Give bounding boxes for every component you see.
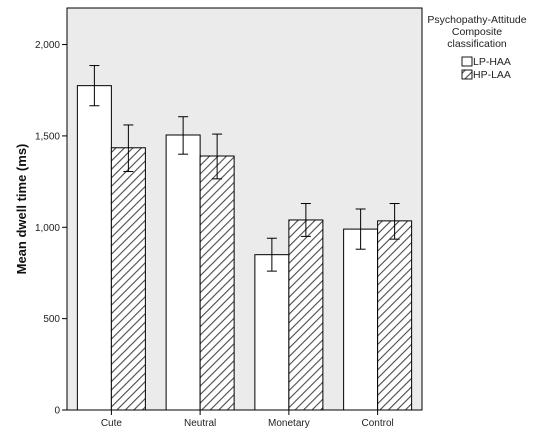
error-bar-lp-haa-monetary <box>266 237 277 272</box>
error-bar-lp-haa-control <box>355 208 366 250</box>
legend-swatch-lp-haa <box>461 56 473 67</box>
legend-swatch-hp-laa <box>461 69 473 80</box>
bars <box>76 85 413 411</box>
legend-title-line-2: Composite <box>452 26 502 38</box>
x-tick-label-monetary: Monetary <box>268 418 310 429</box>
y-tick-label: 500 <box>43 314 60 325</box>
bar-lp-haa-monetary <box>254 254 290 411</box>
x-tick-label-neutral: Neutral <box>184 418 216 429</box>
bar-hp-laa-control <box>377 220 413 411</box>
bar-hp-laa-neutral <box>199 155 235 411</box>
error-bar-hp-laa-cute <box>123 124 134 173</box>
x-axis: Cute Neutral Monetary Control <box>101 410 394 429</box>
y-axis-title: Mean dwell time (ms) <box>14 144 29 275</box>
bar-hp-laa-cute <box>110 147 146 411</box>
bar-hp-laa-monetary <box>288 219 324 411</box>
x-tick-label-cute: Cute <box>101 418 123 429</box>
error-bar-hp-laa-neutral <box>212 133 223 180</box>
legend-title-line-1: Psychopathy-Attitude <box>427 14 526 26</box>
error-bar-hp-laa-monetary <box>300 203 311 237</box>
y-axis: 0 500 1,000 1,500 2,000 <box>35 40 67 417</box>
y-tick-label: 2,000 <box>35 40 60 51</box>
y-tick-label: 0 <box>54 406 60 417</box>
legend-label-hp-laa: HP-LAA <box>473 69 511 81</box>
bar-lp-haa-cute <box>76 85 112 411</box>
legend: Psychopathy-Attitude Composite classific… <box>427 14 526 81</box>
legend-label-lp-haa: LP-HAA <box>473 56 511 68</box>
error-bar-hp-laa-control <box>389 203 400 240</box>
y-tick-label: 1,000 <box>35 223 60 234</box>
error-bars <box>89 65 400 272</box>
bar-lp-haa-control <box>343 228 379 411</box>
x-tick-label-control: Control <box>362 418 394 429</box>
error-bar-lp-haa-neutral <box>178 116 189 155</box>
y-tick-label: 1,500 <box>35 131 60 142</box>
legend-title-line-3: classification <box>447 38 507 50</box>
error-bar-lp-haa-cute <box>89 65 100 107</box>
bar-lp-haa-neutral <box>165 134 201 411</box>
